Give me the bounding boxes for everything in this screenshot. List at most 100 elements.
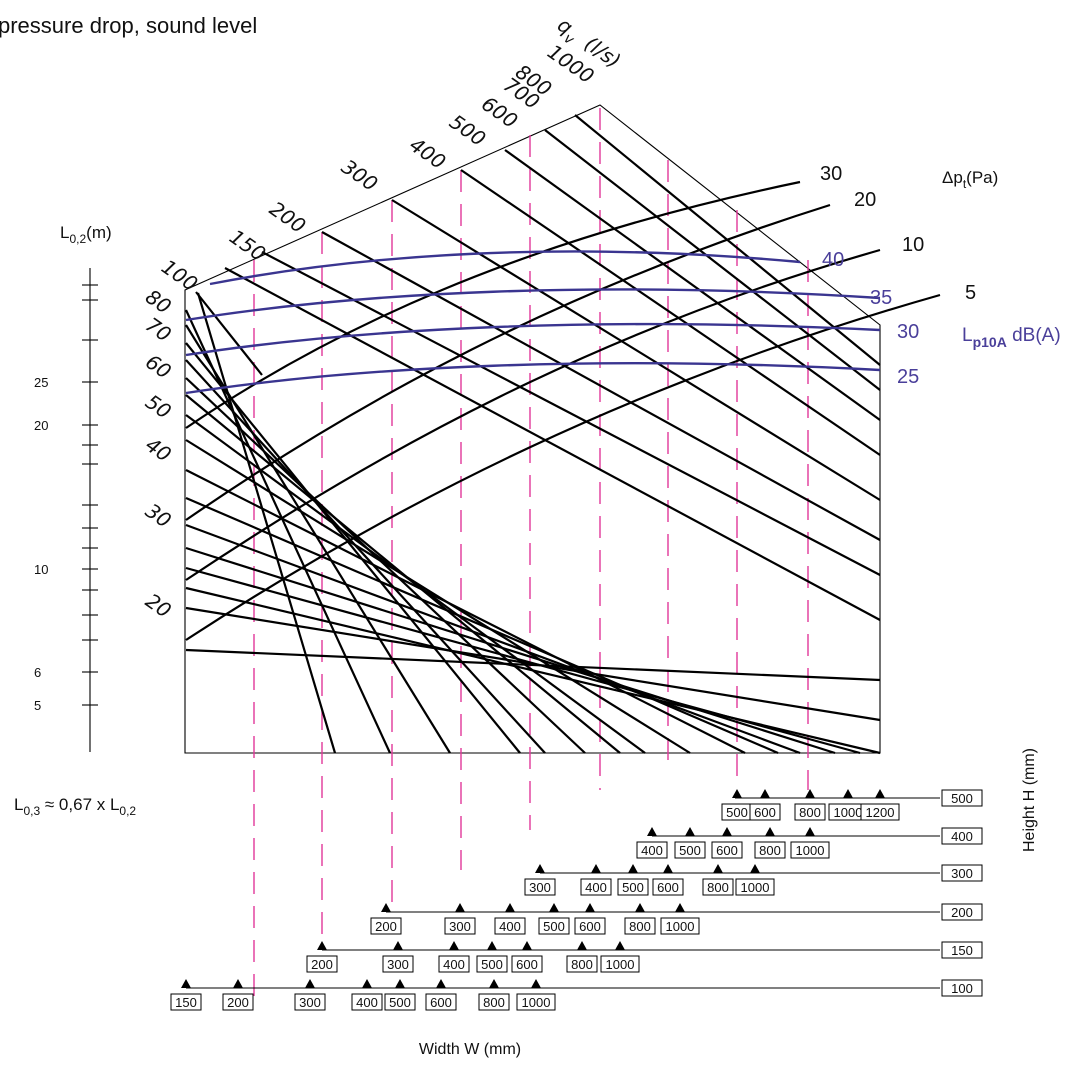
- width-box: [794, 803, 826, 821]
- width-label: 1000: [606, 957, 635, 972]
- width-label: 500: [481, 957, 503, 972]
- width-marker: [675, 903, 685, 912]
- throw-line: [185, 523, 801, 755]
- width-marker: [635, 903, 645, 912]
- width-label: 800: [799, 805, 821, 820]
- width-box: [425, 993, 457, 1011]
- width-marker: [750, 864, 760, 873]
- throw-axis-tick-label: 20: [34, 418, 48, 433]
- throw-diagonal-tick-label: 70: [141, 312, 176, 346]
- throw-diagonal-tick-label: 50: [141, 389, 176, 423]
- width-box: [652, 878, 684, 896]
- width-label: 500: [622, 880, 644, 895]
- width-marker: [535, 864, 545, 873]
- throw-axis-tick-label: 10: [34, 562, 48, 577]
- width-box: [384, 993, 416, 1011]
- width-label: 600: [754, 805, 776, 820]
- width-marker: [381, 903, 391, 912]
- width-box: [624, 917, 656, 935]
- width-label: 1000: [666, 919, 695, 934]
- pressure-drop-curve: [185, 180, 801, 429]
- width-label: 600: [657, 880, 679, 895]
- height-row-box: [941, 864, 983, 882]
- width-label: 1200: [866, 805, 895, 820]
- width-label: 800: [759, 843, 781, 858]
- width-label: 1000: [796, 843, 825, 858]
- width-box: [566, 955, 598, 973]
- flow-tick-label: 200: [265, 196, 310, 238]
- height-row-label: 150: [951, 943, 973, 958]
- width-guide-lines: [253, 108, 809, 1000]
- width-marker: [393, 941, 403, 950]
- throw-line: [196, 292, 337, 754]
- height-row-box: [941, 941, 983, 959]
- width-box: [749, 803, 781, 821]
- width-marker: [489, 979, 499, 988]
- height-row-box: [941, 979, 983, 997]
- throw-line: [391, 199, 881, 501]
- width-box: [636, 841, 668, 859]
- flow-tick-label: 300: [337, 154, 382, 196]
- width-marker: [805, 827, 815, 836]
- width-marker: [615, 941, 625, 950]
- height-row-box: [941, 789, 983, 807]
- width-box: [444, 917, 476, 935]
- throw-diagonal-tick-label: 60: [141, 349, 176, 383]
- width-label: 400: [641, 843, 663, 858]
- width-label: 600: [716, 843, 738, 858]
- width-marker: [317, 941, 327, 950]
- sound-level-value: 40: [822, 249, 844, 271]
- width-marker: [713, 864, 723, 873]
- sound-level-curves: [185, 250, 881, 395]
- width-box: [170, 993, 202, 1011]
- width-label: 300: [299, 995, 321, 1010]
- pressure-drop-curve: [185, 248, 881, 581]
- width-marker: [875, 789, 885, 798]
- throw-diagonal-tick-label: 80: [141, 284, 176, 318]
- pressure-drop-value: 10: [902, 234, 924, 256]
- width-marker: [487, 941, 497, 950]
- height-row-label: 300: [951, 866, 973, 881]
- flow-tick-label: 500: [445, 109, 490, 151]
- width-box: [478, 993, 510, 1011]
- throw-line: [460, 169, 881, 456]
- sound-level-curve: [185, 362, 881, 395]
- width-box: [438, 955, 470, 973]
- width-box: [754, 841, 786, 859]
- throw-line: [544, 129, 881, 391]
- width-label: 300: [529, 880, 551, 895]
- width-label: 800: [629, 919, 651, 934]
- width-label: 1000: [834, 805, 863, 820]
- width-box: [711, 841, 743, 859]
- width-box: [222, 993, 254, 1011]
- width-box: [306, 955, 338, 973]
- throw-axis: 25 20 10 6 5: [34, 268, 98, 752]
- width-marker: [436, 979, 446, 988]
- throw-line: [185, 359, 546, 754]
- throw-diagonal-tick-label: 40: [141, 432, 176, 466]
- width-marker: [805, 789, 815, 798]
- width-label: 400: [499, 919, 521, 934]
- width-box: [790, 841, 830, 859]
- pressure-drop-value: 30: [820, 163, 842, 185]
- width-label: 1000: [522, 995, 551, 1010]
- pressure-drop-curve: [185, 293, 941, 641]
- sound-level-label: Lp10A dB(A): [962, 325, 1061, 350]
- width-label: 400: [443, 957, 465, 972]
- width-marker: [765, 827, 775, 836]
- width-label: 200: [311, 957, 333, 972]
- width-marker: [395, 979, 405, 988]
- width-box: [370, 917, 402, 935]
- width-label: 400: [585, 880, 607, 895]
- width-marker: [455, 903, 465, 912]
- pressure-drop-value: 20: [854, 189, 876, 211]
- throw-line: [185, 377, 586, 754]
- width-label: 400: [356, 995, 378, 1010]
- throw-line: [224, 267, 881, 621]
- width-marker: [181, 979, 191, 988]
- width-box: [511, 955, 543, 973]
- pressure-drop-label: Δpt(Pa): [942, 168, 998, 191]
